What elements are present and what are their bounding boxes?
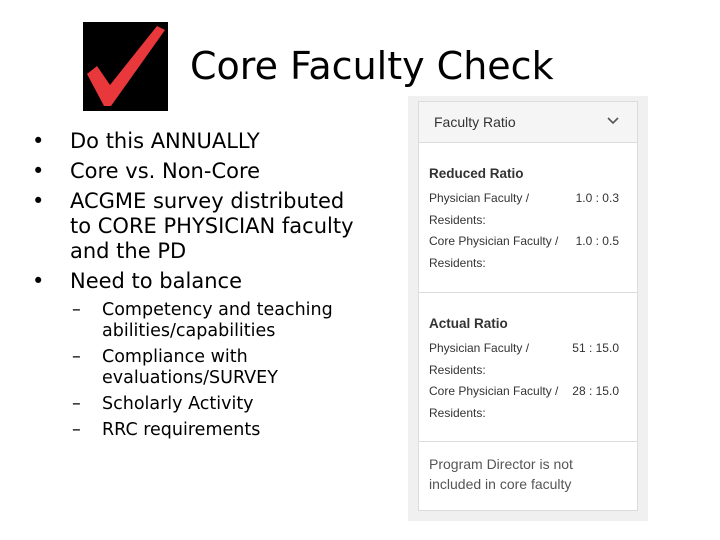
bullet-item: • Core vs. Non-Core xyxy=(30,159,360,184)
bullet-text: Do this ANNUALLY xyxy=(70,129,260,153)
bullet-item: • Do this ANNUALLY xyxy=(30,129,360,154)
sub-bullet-item: – Scholarly Activity xyxy=(30,394,360,415)
bullet-text: Core vs. Non-Core xyxy=(70,159,261,183)
checkmark-logo xyxy=(83,22,168,111)
sub-bullet-text: RRC requirements xyxy=(102,420,261,440)
pd-note: Program Director is not included in core… xyxy=(429,456,573,492)
reduced-ratio-title: Reduced Ratio xyxy=(429,166,524,181)
bullet-glyph: • xyxy=(32,269,45,293)
panel-header[interactable]: Faculty Ratio xyxy=(419,102,637,143)
ratio-label: Physician Faculty / Residents: xyxy=(429,191,530,227)
dash-glyph: – xyxy=(72,300,81,320)
ratio-label: Core Physician Faculty / Residents: xyxy=(429,384,559,420)
ratio-row: Core Physician Faculty / Residents: 28 :… xyxy=(429,381,627,424)
actual-ratio-title: Actual Ratio xyxy=(429,316,508,331)
actual-ratio-section: Actual Ratio Physician Faculty / Residen… xyxy=(419,293,637,441)
dash-glyph: – xyxy=(72,394,81,414)
sub-bullet-text: Compliance with evaluations/SURVEY xyxy=(102,347,278,388)
bullet-list: • Do this ANNUALLY • Core vs. Non-Core •… xyxy=(30,129,360,446)
chevron-down-icon[interactable] xyxy=(607,117,619,125)
sub-bullet-item: – Compliance with evaluations/SURVEY xyxy=(30,347,360,389)
bullet-glyph: • xyxy=(32,189,45,213)
ratio-row: Core Physician Faculty / Residents: 1.0 … xyxy=(429,231,627,274)
dash-glyph: – xyxy=(72,420,81,440)
ratio-row: Physician Faculty / Residents: 1.0 : 0.3 xyxy=(429,188,627,231)
ratio-label: Core Physician Faculty / Residents: xyxy=(429,234,559,270)
faculty-ratio-screenshot: Faculty Ratio Reduced Ratio Physician Fa… xyxy=(408,96,648,521)
bullet-glyph: • xyxy=(32,159,45,183)
bullet-text: ACGME survey distributed to CORE PHYSICI… xyxy=(70,189,354,263)
sub-bullet-text: Competency and teaching abilities/capabi… xyxy=(102,300,333,341)
slide-title: Core Faculty Check xyxy=(190,44,554,88)
ratio-row: Physician Faculty / Residents: 51 : 15.0 xyxy=(429,338,627,381)
faculty-ratio-panel: Faculty Ratio Reduced Ratio Physician Fa… xyxy=(418,101,638,511)
bullet-text: Need to balance xyxy=(70,269,242,293)
sub-bullet-item: – RRC requirements xyxy=(30,420,360,441)
panel-title: Faculty Ratio xyxy=(434,114,516,130)
ratio-value: 51 : 15.0 xyxy=(572,341,619,355)
ratio-value: 1.0 : 0.3 xyxy=(575,191,619,205)
sub-bullet-text: Scholarly Activity xyxy=(102,394,254,414)
ratio-value: 1.0 : 0.5 xyxy=(575,234,619,248)
bullet-glyph: • xyxy=(32,129,45,153)
sub-bullet-item: – Competency and teaching abilities/capa… xyxy=(30,300,360,342)
red-checkmark-icon xyxy=(87,26,165,106)
ratio-value: 28 : 15.0 xyxy=(572,384,619,398)
sub-bullet-list: – Competency and teaching abilities/capa… xyxy=(30,300,360,441)
divider xyxy=(419,441,637,442)
reduced-ratio-section: Reduced Ratio Physician Faculty / Reside… xyxy=(419,143,637,270)
bullet-item: • Need to balance xyxy=(30,269,360,294)
ratio-label: Physician Faculty / Residents: xyxy=(429,341,530,377)
divider xyxy=(419,292,637,293)
dash-glyph: – xyxy=(72,347,81,367)
bullet-item: • ACGME survey distributed to CORE PHYSI… xyxy=(30,189,360,264)
